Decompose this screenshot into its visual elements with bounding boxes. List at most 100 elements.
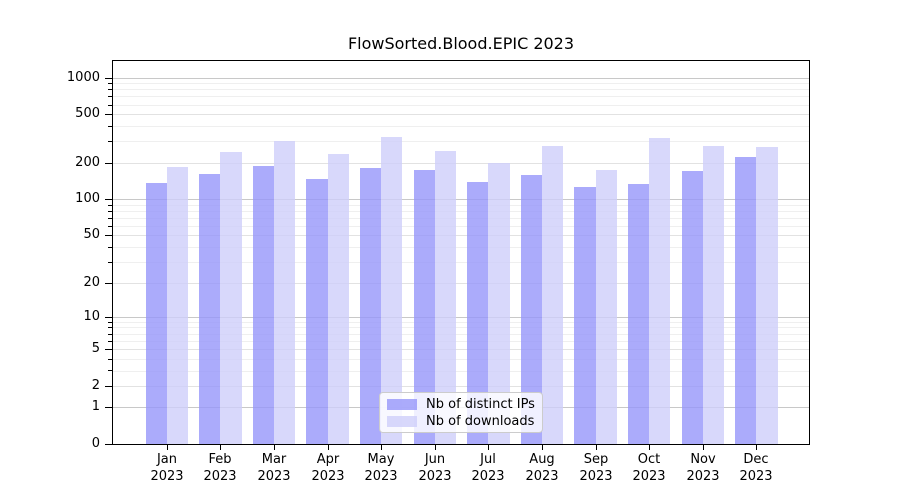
y-minor-tick-300	[108, 141, 112, 142]
x-tick-mar	[274, 445, 275, 450]
gridline-100	[113, 199, 809, 201]
bar-downloads-oct	[649, 137, 671, 444]
x-label-month: Mar	[261, 452, 287, 467]
x-tick-label-apr: Apr 2023	[296, 451, 360, 485]
bar-downloads-dec	[756, 146, 778, 444]
x-tick-label-nov: Nov 2023	[671, 451, 735, 485]
y-minor-tick-600	[108, 105, 112, 106]
bar-distinct-ips-jul	[467, 182, 489, 444]
gridline-minor-7	[113, 333, 809, 335]
x-tick-apr	[328, 445, 329, 450]
y-tick-200	[105, 163, 112, 164]
y-minor-tick-80	[108, 211, 112, 212]
bar-distinct-ips-mar	[252, 165, 274, 444]
gridline-minor-600	[113, 104, 809, 106]
y-minor-tick-800	[108, 89, 112, 90]
y-minor-tick-30	[108, 262, 112, 263]
x-tick-label-jul: Jul 2023	[456, 451, 520, 485]
gridline-minor-8	[113, 327, 809, 329]
legend-item-distinct-ips: Nb of distinct IPs	[387, 396, 537, 412]
x-label-month: Oct	[637, 452, 661, 467]
y-tick-1000	[105, 78, 112, 79]
y-minor-tick-90	[108, 205, 112, 206]
y-tick-2	[105, 386, 112, 387]
legend-swatch-distinct-ips	[387, 398, 417, 410]
x-tick-label-dec: Dec 2023	[724, 451, 788, 485]
x-label-year: 2023	[632, 469, 666, 484]
x-tick-label-may: May 2023	[349, 451, 413, 485]
gridline-minor-3	[113, 370, 809, 372]
y-minor-tick-8	[108, 327, 112, 328]
bar-downloads-mar	[274, 141, 296, 444]
x-label-month: Nov	[690, 452, 716, 467]
gridline-minor-60	[113, 225, 809, 227]
y-minor-tick-9	[108, 322, 112, 323]
bar-downloads-aug	[542, 145, 564, 444]
gridline-minor-300	[113, 141, 809, 143]
y-minor-tick-700	[108, 96, 112, 97]
x-tick-sep	[596, 445, 597, 450]
bar-distinct-ips-sep	[574, 187, 596, 444]
gridline-minor-40	[113, 247, 809, 248]
x-label-year: 2023	[311, 469, 345, 484]
gridline-minor-900	[113, 83, 809, 85]
y-tick-label-50: 50	[83, 227, 100, 242]
x-label-month: Apr	[316, 452, 340, 467]
bar-distinct-ips-feb	[199, 173, 221, 444]
x-tick-jun	[435, 445, 436, 450]
x-tick-feb	[220, 445, 221, 450]
x-label-month: Jun	[424, 452, 446, 467]
bar-distinct-ips-jun	[413, 170, 435, 444]
y-tick-label-500: 500	[75, 106, 100, 121]
bar-downloads-may	[381, 136, 403, 444]
y-minor-tick-900	[108, 83, 112, 84]
legend-item-downloads: Nb of downloads	[387, 413, 537, 429]
gridline-minor-80	[113, 210, 809, 212]
x-tick-dec	[756, 445, 757, 450]
y-tick-20	[105, 283, 112, 284]
gridline-50	[113, 235, 809, 237]
x-label-month: Jul	[480, 452, 496, 467]
y-tick-100	[105, 199, 112, 200]
y-tick-50	[105, 235, 112, 236]
x-tick-jul	[488, 445, 489, 450]
x-tick-label-jan: Jan 2023	[135, 451, 199, 485]
legend-label-downloads: Nb of downloads	[426, 413, 535, 429]
y-tick-label-0: 0	[91, 436, 100, 451]
bar-distinct-ips-nov	[681, 170, 703, 444]
gridline-10	[113, 316, 809, 318]
y-tick-label-20: 20	[83, 275, 100, 290]
gridline-minor-4	[113, 358, 809, 360]
y-tick-label-2: 2	[91, 378, 100, 393]
bar-downloads-feb	[220, 151, 242, 444]
x-tick-label-sep: Sep 2023	[564, 451, 628, 485]
x-label-year: 2023	[257, 469, 291, 484]
gridline-2	[113, 385, 809, 387]
x-label-year: 2023	[579, 469, 613, 484]
legend: Nb of distinct IPs Nb of downloads	[379, 392, 543, 433]
legend-label-distinct-ips: Nb of distinct IPs	[426, 396, 535, 412]
x-tick-nov	[703, 445, 704, 450]
y-tick-500	[105, 114, 112, 115]
legend-swatch-downloads	[387, 415, 417, 427]
gridline-200	[113, 162, 809, 164]
x-tick-aug	[542, 445, 543, 450]
x-label-month: Feb	[208, 452, 232, 467]
y-tick-1	[105, 407, 112, 408]
gridline-minor-6	[113, 340, 809, 342]
gridline-minor-70	[113, 217, 809, 219]
gridline-20	[113, 282, 809, 284]
gridline-1000	[113, 77, 809, 79]
gridline-minor-700	[113, 96, 809, 98]
gridline-minor-9	[113, 321, 809, 323]
y-minor-tick-70	[108, 218, 112, 219]
gridline-5	[113, 349, 809, 350]
y-tick-label-10: 10	[83, 309, 100, 324]
gridline-minor-400	[113, 126, 809, 128]
x-label-year: 2023	[150, 469, 184, 484]
x-label-month: Aug	[529, 452, 555, 467]
x-tick-label-oct: Oct 2023	[617, 451, 681, 485]
y-minor-tick-4	[108, 359, 112, 360]
x-label-month: May	[367, 452, 395, 467]
